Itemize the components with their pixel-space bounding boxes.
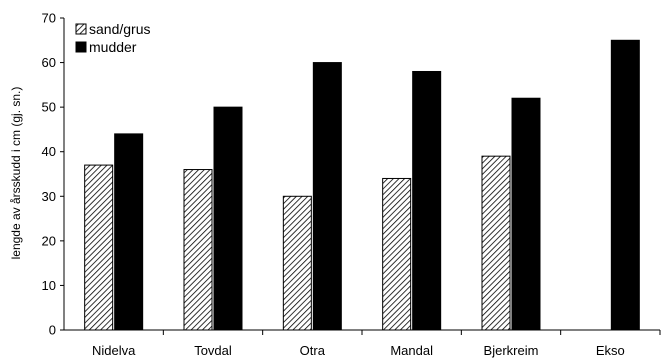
y-tick-label: 20	[42, 233, 56, 248]
x-tick-label: Tovdal	[194, 343, 232, 358]
x-tick-label: Bjerkreim	[484, 343, 539, 358]
bar-mudder-otra	[312, 62, 342, 331]
bar-sand-grus-mandal	[382, 177, 412, 331]
bar-sand-grus-bjerkreim	[481, 155, 511, 331]
x-axis-ticks: Nidelva Tovdal Otra Mandal Bjerkreim Ekso	[92, 330, 661, 358]
legend-swatch-sand-grus	[75, 23, 87, 35]
legend-label-sand-grus: sand/grus	[89, 21, 150, 37]
bar-sand-grus-nidelva	[84, 164, 114, 331]
x-tick-label: Otra	[300, 343, 326, 358]
bar-mudder-nidelva	[114, 133, 144, 331]
bar-mudder-tovdal	[213, 106, 243, 331]
y-axis-ticks: 0 10 20 30 40 50 60 70	[42, 11, 64, 338]
bar-sand-grus-otra	[282, 195, 312, 331]
bar-mudder-mandal	[412, 70, 442, 331]
bar-mudder-ekso	[610, 39, 640, 331]
legend: sand/grus mudder	[75, 21, 150, 55]
bar-sand-grus-tovdal	[183, 169, 213, 331]
y-axis-title: lengde av årsskudd i cm (gj. sn.)	[9, 87, 23, 260]
y-tick-label: 10	[42, 278, 56, 293]
y-tick-label: 50	[42, 100, 56, 115]
bars	[84, 39, 640, 331]
y-tick-label: 70	[42, 11, 56, 26]
y-tick-label: 40	[42, 144, 56, 159]
y-tick-label: 60	[42, 55, 56, 70]
x-tick-label: Mandal	[390, 343, 433, 358]
x-tick-label: Nidelva	[92, 343, 136, 358]
y-tick-label: 30	[42, 189, 56, 204]
legend-swatch-mudder	[75, 41, 87, 53]
x-tick-label: Ekso	[596, 343, 625, 358]
y-tick-label: 0	[49, 323, 56, 338]
bar-mudder-bjerkreim	[511, 97, 541, 331]
legend-label-mudder: mudder	[89, 39, 137, 55]
